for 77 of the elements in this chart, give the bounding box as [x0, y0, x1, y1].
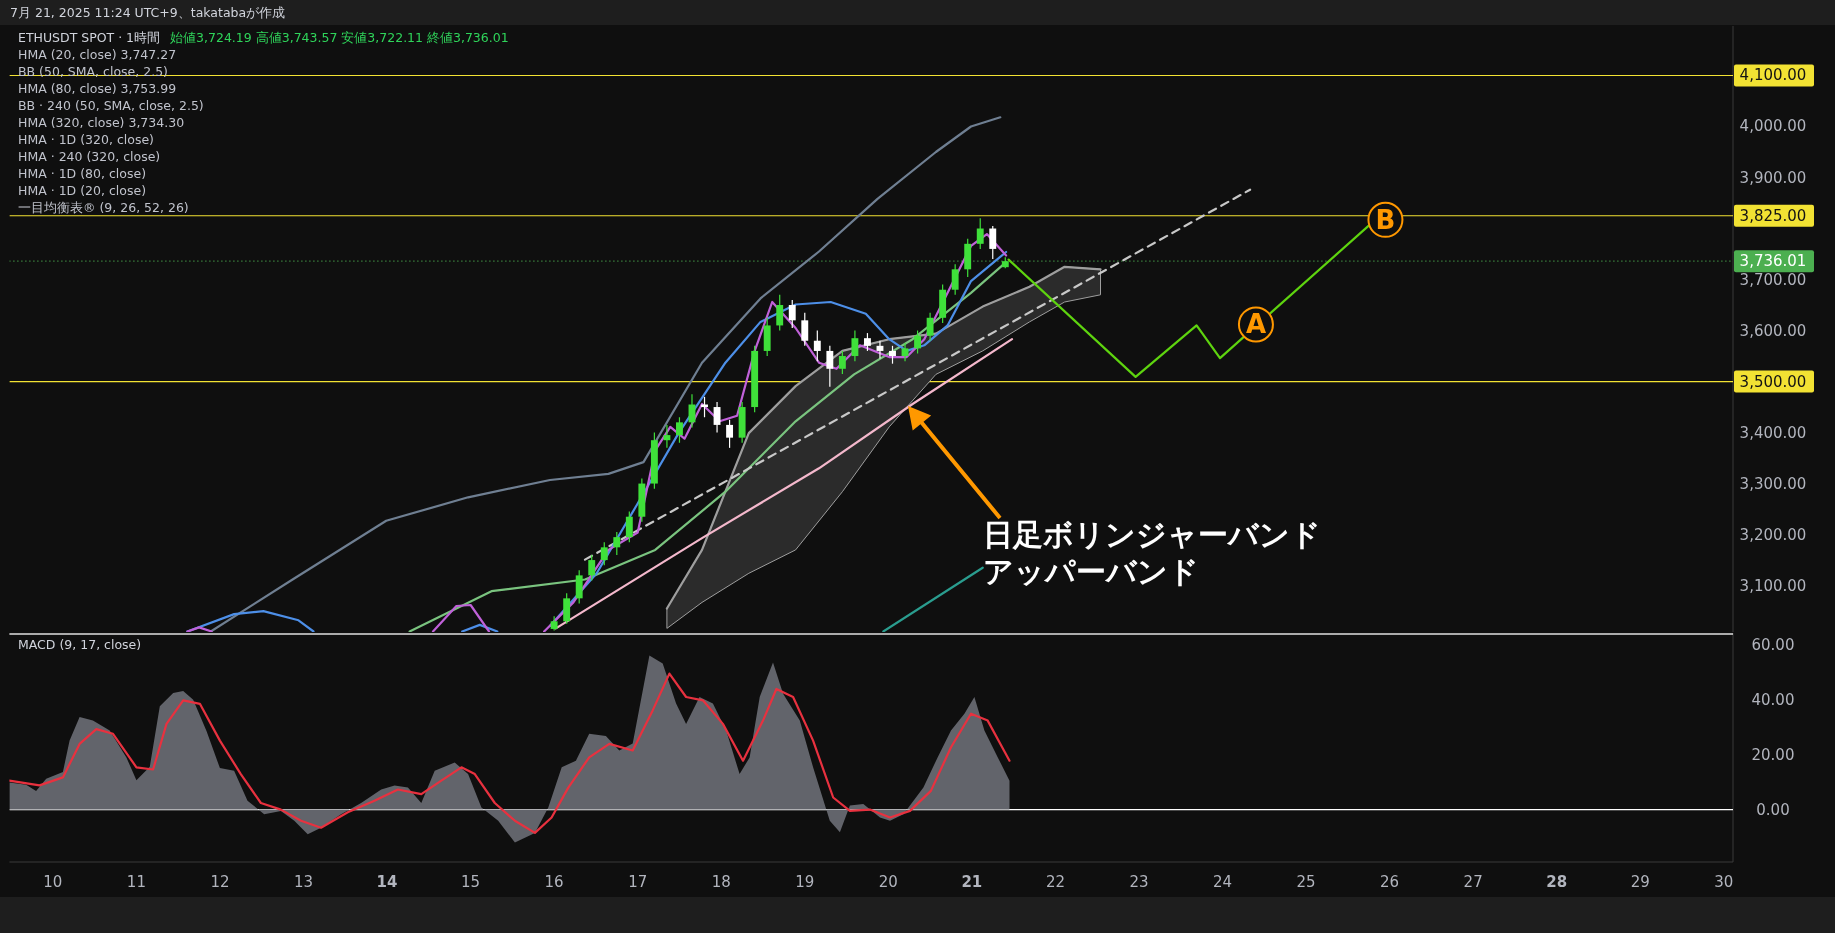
x-tick-label: 12	[210, 873, 230, 891]
ref-line-label: 3,736.01	[1739, 252, 1807, 271]
candlestick	[676, 416, 683, 444]
annotation: HMA (20, close) 3,747.27	[18, 47, 177, 62]
x-tick-label: 13	[293, 873, 314, 891]
x-tick-label: 11	[126, 873, 146, 891]
text: 7月 21, 2025 11:24 UTC+9、takatabaが作成	[10, 5, 286, 20]
y-tick-label: 0.00	[1756, 800, 1790, 819]
candlestick	[613, 531, 621, 556]
ref-line-label: 4,100.00	[1739, 66, 1807, 85]
x-tick-label: 28	[1546, 873, 1568, 891]
chart-subtitle: 始値3,724.19 高値3,743.57 安値3,722.11 終値3,736.01	[170, 30, 509, 45]
y-tick-label: 40.00	[1751, 690, 1795, 709]
annotation: 一目均衡表® (9, 26, 52, 26)	[18, 200, 189, 215]
y-tick-label: 3,900.00	[1739, 168, 1807, 187]
candlestick	[701, 396, 708, 418]
x-tick-label: 15	[461, 873, 481, 891]
y-tick-label: 3,100.00	[1739, 576, 1807, 595]
candlestick	[563, 592, 571, 625]
y-tick-label: 4,000.00	[1739, 117, 1807, 136]
x-tick-label: 20	[878, 873, 898, 891]
y-tick-label: 3,700.00	[1739, 270, 1807, 289]
candlestick	[976, 217, 984, 250]
candlestick	[663, 424, 671, 449]
annotation: HMA (320, close) 3,734.30	[18, 115, 185, 130]
candlestick	[914, 329, 922, 355]
y-tick-label: 3,600.00	[1739, 321, 1807, 340]
candlestick	[801, 312, 809, 347]
y-tick-label: 3,400.00	[1739, 423, 1807, 442]
x-tick-label: 27	[1463, 873, 1483, 891]
y-tick-label: 3,300.00	[1739, 474, 1807, 493]
y-tick-label: 20.00	[1751, 745, 1795, 764]
candlestick	[926, 312, 934, 342]
x-tick-label: 22	[1045, 873, 1065, 891]
candlestick	[588, 554, 596, 582]
x-tick-label: 10	[43, 873, 63, 891]
candlestick	[726, 419, 734, 449]
x-tick-label: 19	[795, 873, 815, 891]
candlestick	[813, 329, 821, 362]
x-tick-label: 14	[376, 873, 398, 891]
annotation: BB (50, SMA, close, 2.5)	[18, 64, 168, 79]
x-tick-label: 23	[1129, 873, 1149, 891]
chart-title: ETHUSDT SPOT · 1時間	[18, 30, 161, 45]
candlestick	[826, 345, 834, 388]
x-tick-label: 24	[1212, 873, 1233, 891]
ref-line-label: 3,825.00	[1739, 206, 1807, 225]
candlestick	[788, 299, 796, 329]
candlestick	[901, 342, 909, 362]
annotation: HMA · 1D (80, close)	[18, 166, 147, 181]
annotation: HMA · 240 (320, close)	[18, 149, 161, 164]
annotation: B	[1375, 204, 1396, 235]
candlestick	[851, 329, 859, 362]
candlestick	[575, 569, 583, 605]
candlestick	[838, 350, 846, 375]
candlestick	[600, 541, 608, 566]
candlestick	[625, 511, 633, 543]
x-tick-label: 18	[711, 873, 731, 891]
x-tick-label: 16	[544, 873, 564, 891]
chart-title: MACD (9, 17, close)	[18, 637, 142, 652]
annotation: BB · 240 (50, SMA, close, 2.5)	[18, 98, 204, 113]
y-tick-label: 60.00	[1751, 635, 1795, 654]
annotation: 日足ボリンジャーバンドアッパーバンド	[983, 517, 1321, 589]
annotation: HMA · 1D (320, close)	[18, 132, 154, 147]
x-tick-label: 17	[628, 873, 648, 891]
x-tick-label: 25	[1296, 873, 1316, 891]
candlestick	[776, 294, 784, 332]
x-tick-label: 26	[1380, 873, 1400, 891]
ref-line-label: 3,500.00	[1739, 372, 1807, 391]
annotation: HMA · 1D (20, close)	[18, 183, 147, 198]
candlestick	[951, 263, 959, 296]
annotation: A	[1245, 309, 1266, 340]
candlestick	[989, 225, 997, 260]
x-tick-label: 29	[1630, 873, 1650, 891]
x-tick-label: 21	[961, 873, 983, 891]
annotation: HMA (80, close) 3,753.99	[18, 81, 177, 96]
x-tick-label: 30	[1714, 873, 1734, 891]
y-tick-label: 3,200.00	[1739, 525, 1807, 544]
